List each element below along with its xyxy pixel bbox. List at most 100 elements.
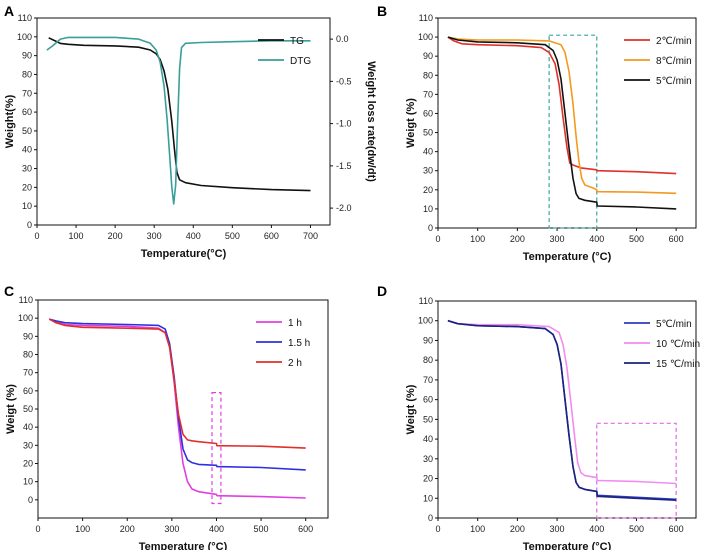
x-tick-label: 100 [75,524,90,534]
x-tick-label: 500 [254,524,269,534]
y-axis-title: Weigt (%) [405,384,417,434]
x-tick-label: 600 [669,524,684,534]
y-tick-label: 80 [423,70,433,80]
y-tick-label: 10 [23,477,33,487]
y-tick-label: 30 [22,164,32,174]
y-tick-label: 0 [27,220,32,230]
y-tick-label: 100 [418,32,433,42]
y2-tick-label: -0.5 [336,76,352,86]
y2-tick-label: -2.0 [336,203,352,213]
y-axis-title: Weigt (%) [5,384,17,434]
y-tick-label: 80 [423,355,433,365]
legend-label: 5℃/min [656,319,692,330]
series-line [447,36,677,195]
series-line [447,319,677,501]
x-tick-label: 500 [629,234,644,244]
y-tick-label: 90 [23,331,33,341]
y-tick-label: 40 [423,434,433,444]
y-tick-label: 50 [423,128,433,138]
x-tick-label: 300 [550,524,565,534]
plot-frame-b [437,17,697,229]
y-tick-label: 0 [428,223,433,233]
legend-label: TG [290,36,304,47]
y-tick-label: 20 [423,185,433,195]
series-line [48,37,311,192]
plot-frame-a [36,17,331,226]
x-tick-label: 700 [303,231,318,241]
y-tick-label: 50 [423,414,433,424]
x-tick-label: 300 [550,234,565,244]
x-tick-label: 600 [298,524,313,534]
y-tick-label: 70 [22,88,32,98]
y-axis-title: Weight(%) [4,94,16,148]
series-line [447,319,677,485]
y-tick-label: 20 [23,459,33,469]
y-tick-label: 110 [419,296,433,306]
series-line [46,36,311,205]
y-tick-label: 50 [23,404,33,414]
x-tick-label: 400 [589,234,604,244]
panel-c: C 0 100 200 300 400 500 600 0 10 20 30 40 50 60 70 80 90 1… [4,283,329,550]
legend-label: 2 h [288,358,302,369]
y-tick-label: 90 [423,335,433,345]
x-tick-label: 300 [147,231,162,241]
x-axis-title: Temperature (°C) [523,541,612,550]
y-tick-label: 70 [423,89,433,99]
x-tick-label: 400 [589,524,604,534]
panel-letter-a: A [4,3,14,19]
y-tick-label: 40 [23,422,33,432]
y-tick-label: 90 [423,51,433,61]
y-tick-label: 10 [22,201,32,211]
x-axis-title: Temperature (°C) [523,251,612,263]
series-group-a [46,36,311,205]
y-tick-label: 10 [423,493,433,503]
y-tick-label: 30 [423,454,433,464]
panel-d: D 0 100 200 300 400 500 600 0 10 20 30 40 50 60 70 80 90 1… [377,283,700,550]
y2-tick-label: -1.5 [336,161,352,171]
y-tick-label: 70 [23,368,33,378]
legend-label: 5℃/min [656,76,692,87]
x-tick-label: 200 [510,234,525,244]
y-tick-label: 110 [18,13,32,23]
y-tick-label: 100 [18,313,33,323]
y-tick-label: 60 [423,395,433,405]
legend-label: DTG [290,56,311,67]
y-axis-title: Weigt (%) [405,98,417,148]
x-tick-label: 200 [510,524,525,534]
highlight-box [596,422,677,519]
x-tick-label: 500 [629,524,644,534]
series-line [447,36,677,210]
y-tick-label: 0 [428,513,433,523]
x-tick-label: 0 [34,231,39,241]
x-axis-title: Temperature (°C) [139,541,228,550]
series-line [447,36,677,175]
panel-letter-d: D [377,283,387,299]
x-tick-label: 600 [669,234,684,244]
y-tick-label: 20 [22,182,32,192]
x-tick-label: 500 [225,231,240,241]
y-tick-label: 30 [423,166,433,176]
x-axis-title: Temperature(°C) [141,248,227,260]
y-tick-label: 60 [423,108,433,118]
series-line [447,319,677,501]
x-tick-label: 400 [209,524,224,534]
y-tick-label: 40 [423,147,433,157]
y2-tick-label: 0.0 [336,34,349,44]
y2-tick-label: -1.0 [336,119,352,129]
y-tick-label: 80 [23,350,33,360]
highlight-box [548,34,598,229]
legend-label: 15 ℃/min [656,359,700,370]
x-tick-label: 0 [435,234,440,244]
y-tick-label: 60 [22,107,32,117]
x-tick-label: 300 [164,524,179,534]
y-tick-label: 100 [17,32,32,42]
series-group-b [447,36,677,210]
legend-label: 2℃/min [656,36,692,47]
y-tick-label: 20 [423,474,433,484]
y-tick-label: 80 [22,69,32,79]
legend-label: 1.5 h [288,338,310,349]
y-tick-label: 40 [22,145,32,155]
x-tick-label: 600 [264,231,279,241]
series-line [48,318,306,449]
